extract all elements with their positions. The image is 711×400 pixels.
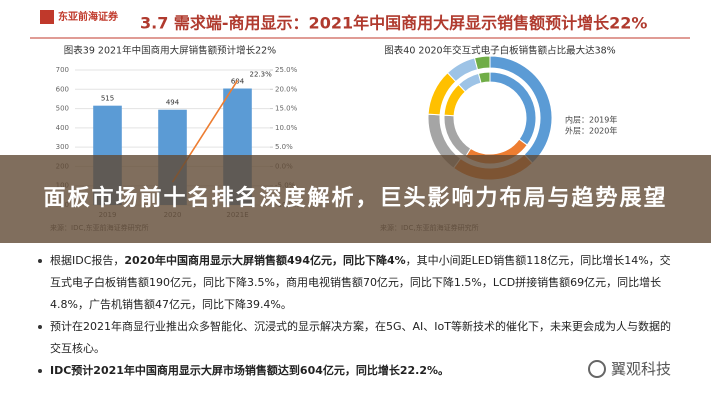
legend-entry: 内层：2019年 [565,115,617,125]
donut-segment [477,71,491,84]
y-tick-label: 600 [56,85,69,93]
slide-title: 3.7 需求端-商用显示：2021年中国商用大屏显示销售额预计增长22% [140,14,647,33]
watermark-text: 翼观科技 [611,360,672,378]
banner-title: 面板市场前十名排名深度解析，巨头影响力布局与趋势展望 [43,186,668,211]
y-tick-label: 500 [56,105,69,113]
bullet: 预计在2021年商显行业推出众多智能化、沉浸式的显示解决方案，在5G、AI、Io… [38,316,678,360]
bar-value-label: 494 [166,99,180,107]
logo-text: 东亚前海证券 [58,10,119,23]
bar-value-label: 515 [101,95,114,103]
bar-value-label: 604 [231,78,245,86]
chart-title: 图表39 2021年中国商用大屏销售额预计增长22% [64,45,276,57]
bullet: IDC预计2021年中国商用显示大屏市场销售额达到604亿元，同比增长22.2%… [38,360,678,382]
bullet-text: 根据IDC报告， [50,254,125,267]
bullet-list: 根据IDC报告，2020年中国商用显示大屏销售额494亿元，同比下降4%，其中小… [38,250,678,382]
watermark-icon [588,359,606,378]
chart-title: 图表40 2020年交互式电子白板销售额占比最大达38% [384,45,615,57]
bullet-text: 2020年中国商用显示大屏销售额494亿元，同比下降4% [124,254,406,267]
bullet-text: IDC预计2021年中国商用显示大屏市场销售额达到604亿元，同比增长22.2%… [50,364,450,377]
y2-tick-label: 25.0% [275,66,298,74]
y-tick-label: 300 [56,143,69,151]
logo-icon [40,10,54,24]
bullet-text: 预计在2021年商显行业推出众多智能化、沉浸式的显示解决方案，在5G、AI、Io… [50,320,671,355]
watermark: 翼观科技 [588,358,671,379]
donut-segment [473,55,491,71]
banner: 面板市场前十名排名深度解析，巨头影响力布局与趋势展望 [0,155,711,243]
line-value-label: 22.3% [250,70,273,78]
y-tick-label: 400 [56,124,69,132]
legend-entry: 外层：2020年 [565,126,617,136]
bullet: 根据IDC报告，2020年中国商用显示大屏销售额494亿元，同比下降4%，其中小… [38,250,678,316]
y2-tick-label: 10.0% [275,124,298,132]
y2-tick-label: 5.0% [275,143,293,151]
bullet-text: ，其中小间距LED销售额118亿元，同比增长14%，交互式电子白板销售额190亿… [50,254,671,311]
y-tick-label: 700 [56,66,69,74]
y2-tick-label: 15.0% [275,105,298,113]
y2-tick-label: 20.0% [275,85,298,93]
